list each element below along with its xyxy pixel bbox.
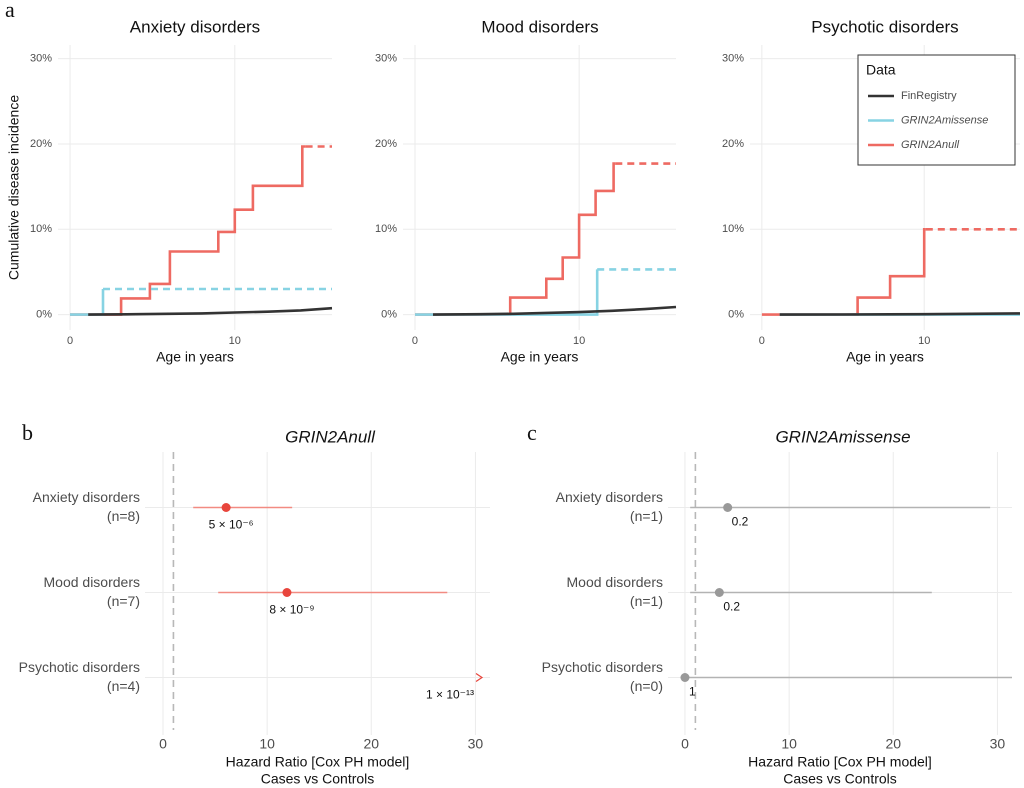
x-tick-label: 10 (781, 736, 797, 752)
point-estimate (714, 588, 724, 597)
panel-label: b (22, 420, 33, 445)
series-line (88, 306, 333, 316)
x-tick-label: 10 (918, 335, 930, 347)
x-axis-title: Age in years (156, 349, 234, 365)
legend-label: GRIN2Anull (901, 139, 960, 151)
y-tick-label: 10% (375, 223, 397, 235)
y-tick-label: 10% (30, 223, 52, 235)
category-note: (n=0) (630, 678, 663, 694)
x-tick-label: 20 (885, 736, 901, 752)
x-axis-title: Hazard Ratio [Cox PH model] (226, 754, 410, 770)
p-value-label: 0.2 (723, 600, 740, 614)
panel-label: a (5, 0, 15, 22)
legend-label: GRIN2Amissense (901, 114, 988, 126)
panel-label: c (527, 420, 537, 445)
legend-label: FinRegistry (901, 90, 957, 102)
y-tick-label: 20% (722, 138, 744, 150)
point-estimate (723, 503, 733, 512)
y-tick-label: 30% (375, 53, 397, 65)
x-tick-label: 0 (681, 736, 689, 752)
series-line (70, 145, 306, 316)
chart-title: Anxiety disorders (130, 17, 260, 36)
x-axis-title: Cases vs Controls (261, 771, 375, 787)
series-line (761, 228, 926, 316)
category-note: (n=8) (107, 508, 140, 524)
category-note: (n=7) (107, 593, 140, 609)
legend-title: Data (866, 62, 896, 78)
y-tick-label: 20% (375, 138, 397, 150)
p-value-label: 0.2 (732, 515, 749, 529)
x-tick-label: 20 (363, 736, 379, 752)
off-scale-arrow (475, 673, 484, 682)
category-label: Anxiety disorders (33, 489, 140, 505)
x-tick-label: 0 (67, 335, 73, 347)
chart-title: GRIN2Amissense (775, 427, 910, 446)
point-estimate (221, 503, 231, 512)
y-tick-label: 10% (722, 223, 744, 235)
x-tick-label: 10 (259, 736, 275, 752)
x-axis-title: Hazard Ratio [Cox PH model] (748, 754, 932, 770)
point-estimate (680, 673, 690, 682)
category-label: Anxiety disorders (556, 489, 663, 505)
p-value-label: 1 × 10⁻¹³ (426, 688, 474, 702)
category-label: Psychotic disorders (19, 659, 140, 675)
category-note: (n=4) (107, 678, 140, 694)
x-axis-title: Age in years (501, 349, 579, 365)
p-value-label: 8 × 10⁻⁹ (269, 603, 314, 617)
x-tick-label: 10 (229, 335, 241, 347)
category-note: (n=1) (630, 593, 663, 609)
x-axis-title: Age in years (846, 349, 924, 365)
legend-box (857, 54, 1016, 166)
p-value-label: 1 (689, 685, 696, 699)
chart-title: GRIN2Anull (285, 427, 376, 446)
category-label: Mood disorders (44, 574, 141, 590)
category-note: (n=1) (630, 508, 663, 524)
y-tick-label: 0% (381, 309, 397, 321)
series-line (432, 305, 677, 316)
chart-title: Psychotic disorders (811, 17, 958, 36)
point-estimate (282, 588, 292, 597)
x-tick-label: 0 (759, 335, 765, 347)
category-label: Mood disorders (567, 574, 664, 590)
series-line (415, 162, 616, 316)
x-tick-label: 0 (159, 736, 167, 752)
x-tick-label: 0 (412, 335, 418, 347)
y-tick-label: 30% (722, 53, 744, 65)
category-label: Psychotic disorders (542, 659, 663, 675)
series-line (70, 289, 105, 316)
x-tick-label: 10 (573, 335, 585, 347)
series-line (415, 269, 599, 316)
chart-title: Mood disorders (481, 17, 598, 36)
p-value-label: 5 × 10⁻⁶ (209, 518, 254, 532)
x-tick-label: 30 (990, 736, 1006, 752)
y-tick-label: 20% (30, 138, 52, 150)
x-axis-title: Cases vs Controls (783, 771, 897, 787)
y-tick-label: 0% (36, 309, 52, 321)
x-tick-label: 30 (468, 736, 484, 752)
series-line (779, 312, 1021, 316)
y-tick-label: 30% (30, 53, 52, 65)
y-axis-title: Cumulative disease incidence (6, 95, 22, 280)
y-tick-label: 0% (728, 309, 744, 321)
